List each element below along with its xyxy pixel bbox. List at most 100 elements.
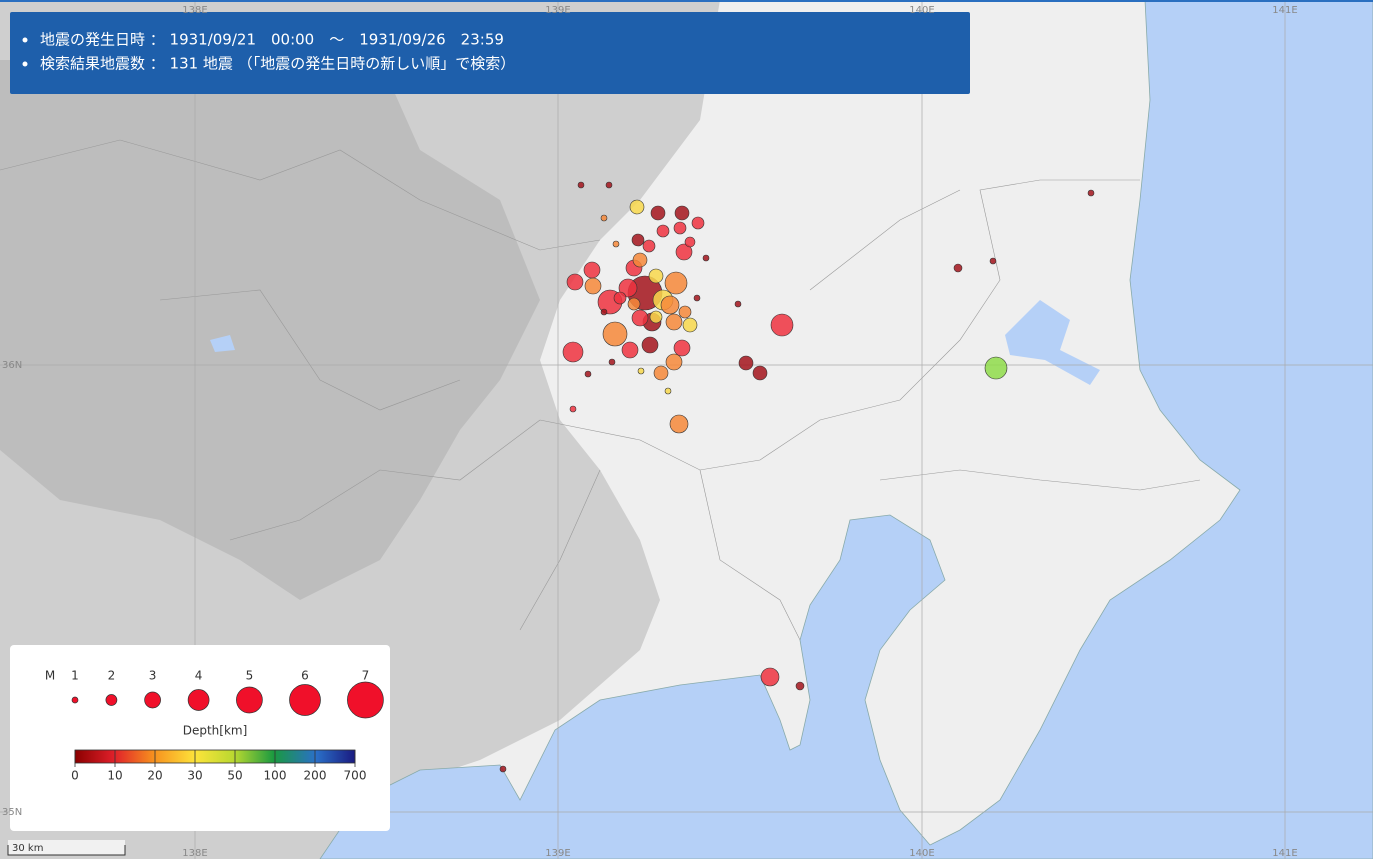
- earthquake-marker: [656, 224, 670, 238]
- earthquake-marker: [637, 367, 645, 375]
- depth-tick-label: 30: [187, 769, 202, 783]
- magnitude-tick-label: 3: [149, 669, 157, 683]
- earthquake-marker: [669, 414, 689, 434]
- lake: [1005, 300, 1100, 385]
- earthquake-marker: [684, 236, 696, 248]
- longitude-label: 141E: [1272, 848, 1297, 859]
- longitude-label: 140E: [909, 848, 934, 859]
- earthquake-marker: [600, 308, 608, 316]
- longitude-label: 139E: [545, 848, 570, 859]
- earthquake-marker: [665, 313, 683, 331]
- depth-tick-label: 700: [344, 769, 367, 783]
- earthquake-marker: [650, 205, 666, 221]
- magnitude-symbol: [144, 691, 161, 709]
- earthquake-marker: [631, 309, 649, 327]
- magnitude-symbol: [105, 694, 118, 706]
- earthquake-marker: [673, 339, 691, 357]
- earthquake-marker: [989, 257, 997, 265]
- magnitude-symbol: [236, 686, 263, 714]
- magnitude-symbol: [187, 689, 210, 711]
- earthquake-marker: [664, 387, 672, 395]
- earthquake-marker: [984, 356, 1008, 380]
- earthquake-marker: [569, 405, 577, 413]
- earthquake-marker: [660, 295, 680, 315]
- bullet: [22, 61, 28, 67]
- sea: [319, 0, 1373, 860]
- magnitude-tick-label: 7: [362, 669, 370, 683]
- magnitude-tick-label: 5: [246, 669, 254, 683]
- depth-legend: 0 10 20 30 50 100 200 700: [71, 750, 366, 783]
- earthquake-marker: [675, 243, 693, 261]
- magnitude-symbol: [347, 681, 384, 719]
- magnitude-tick-label: 4: [195, 669, 203, 683]
- depth-colorbar: [74, 749, 356, 764]
- magnitude-legend: 1 2 3 4 5 6 7: [71, 669, 384, 719]
- earthquake-marker: [673, 221, 687, 235]
- depth-tick-label: 200: [304, 769, 327, 783]
- longitude-label: 140E: [909, 5, 934, 16]
- earthquake-marker: [795, 681, 805, 691]
- earthquake-marker: [734, 300, 742, 308]
- earthquake-marker: [702, 254, 710, 262]
- earthquake-marker: [674, 205, 690, 221]
- earthquake-marker: [621, 341, 639, 359]
- earthquake-marker: [562, 341, 584, 363]
- earthquake-marker: [499, 765, 507, 773]
- depth-tick-label: 0: [71, 769, 79, 783]
- earthquake-marker: [629, 199, 645, 215]
- earthquake-marker: [618, 278, 638, 298]
- longitude-label: 139E: [545, 5, 570, 16]
- latitude-label: 35N: [2, 807, 22, 818]
- borders: [0, 139, 1201, 641]
- longitude-label: 138E: [182, 848, 207, 859]
- earthquake-marker: [584, 277, 602, 295]
- earthquake-marker: [612, 240, 620, 248]
- magnitude-tick-label: 6: [301, 669, 309, 683]
- earthquake-marker: [608, 358, 616, 366]
- earthquake-marker: [738, 355, 754, 371]
- earthquakes: [499, 181, 1095, 773]
- earthquake-marker: [649, 310, 663, 324]
- earthquake-marker: [678, 305, 692, 319]
- earthquake-marker: [566, 273, 584, 291]
- earthquake-marker: [605, 181, 613, 189]
- earthquake-marker: [584, 370, 592, 378]
- earthquake-marker: [648, 268, 664, 284]
- earthquake-marker: [627, 297, 641, 311]
- earthquake-marker: [641, 336, 659, 354]
- depth-label: Depth[km]: [183, 724, 248, 738]
- earthquake-marker: [691, 216, 705, 230]
- lake: [210, 335, 235, 352]
- header-item: 検索結果地震数 ： 131 地震 （「地震の発生日時の新しい順」で検索）: [40, 55, 515, 73]
- earthquake-marker: [613, 291, 627, 305]
- bullet: [22, 37, 28, 43]
- depth-tick-label: 50: [227, 769, 242, 783]
- earthquake-marker: [664, 271, 688, 295]
- earthquake-marker: [577, 181, 585, 189]
- top-border: [0, 0, 1373, 2]
- earthquake-marker: [631, 233, 645, 247]
- header-item: 地震の発生日時 ： 1931/09/21 00:00 ～ 1931/09/26 …: [40, 31, 504, 49]
- earthquake-marker: [770, 313, 794, 337]
- earthquake-marker: [953, 263, 963, 273]
- earthquake-marker: [752, 365, 768, 381]
- earthquake-marker: [760, 667, 780, 687]
- earthquake-marker: [682, 317, 698, 333]
- earthquake-marker: [642, 239, 656, 253]
- depth-tick-label: 10: [107, 769, 122, 783]
- earthquake-marker: [602, 321, 628, 347]
- magnitude-tick-label: 1: [71, 669, 79, 683]
- earthquake-marker: [583, 261, 601, 279]
- longitude-label: 141E: [1272, 5, 1297, 16]
- latitude-label: 36N: [2, 360, 22, 371]
- longitude-label: 138E: [182, 5, 207, 16]
- scale-label: 30 km: [12, 843, 43, 854]
- earthquake-marker: [693, 294, 701, 302]
- scale-bar: [7, 845, 126, 856]
- magnitude-label: M: [45, 669, 55, 683]
- depth-tick-label: 100: [264, 769, 287, 783]
- earthquake-marker: [653, 365, 669, 381]
- depth-tick-label: 20: [147, 769, 162, 783]
